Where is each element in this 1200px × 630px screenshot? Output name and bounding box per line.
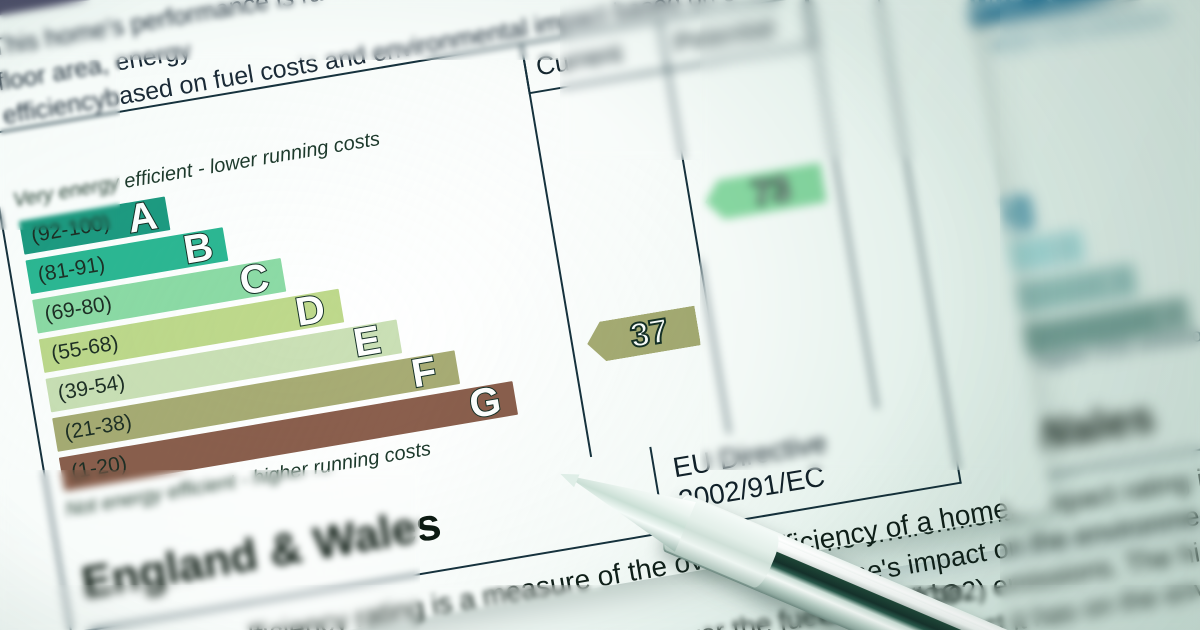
energy-band-c-range: (69-80): [42, 291, 114, 326]
energy-performance-certificate-sheet: Energy Performance Certificate This home…: [0, 0, 1019, 630]
energy-band-b-range: (81-91): [36, 252, 107, 287]
energy-band-f-range: (21-38): [62, 410, 134, 445]
eu-directive: EU Directive 2002/91/EC: [670, 426, 834, 517]
energy-band-c-letter: C: [235, 255, 273, 305]
column-header-potential-label: Potential: [671, 11, 777, 59]
energy-caption-top: Very energy efficient - lower running co…: [11, 127, 382, 212]
current-rating-value: 37: [627, 311, 672, 355]
env-band-e-letter: E: [1047, 226, 1080, 272]
energy-band-d-letter: D: [291, 286, 329, 336]
energy-band-f-letter: F: [407, 348, 440, 397]
energy-band-g-range: (1-20): [69, 451, 129, 484]
env-band-f-letter: F: [1100, 260, 1131, 306]
potential-rating-arrow: 73: [702, 163, 827, 222]
energy-band-e-letter: E: [349, 317, 385, 367]
energy-band-e-range: (39-54): [56, 370, 127, 405]
table-column-rule-right: [806, 0, 879, 411]
table-column-rule-left: [520, 44, 593, 460]
energy-band-b-letter: B: [179, 223, 217, 273]
energy-band-d-range: (55-68): [49, 331, 121, 366]
energy-band-a-letter: A: [123, 192, 161, 242]
table-column-rule-mid: [658, 21, 731, 436]
current-rating-arrow: 37: [584, 306, 701, 364]
column-header-current-label: Current: [533, 37, 625, 82]
energy-band-g-letter: G: [465, 378, 505, 429]
potential-rating-value: 73: [749, 168, 794, 213]
region-box-rule: [649, 446, 666, 532]
energy-band-a-range: (92-100): [29, 211, 112, 248]
